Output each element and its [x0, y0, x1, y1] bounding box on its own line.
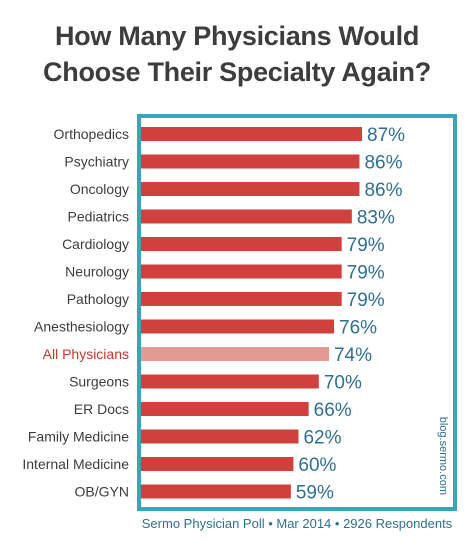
bar-cardiology [141, 237, 342, 251]
value-label-internal-medicine: 60% [298, 455, 336, 476]
bar-anesthesiology [141, 319, 335, 334]
chart-frame [137, 114, 457, 511]
value-label-pediatrics: 83% [357, 208, 395, 229]
value-label-anesthesiology: 76% [339, 318, 377, 339]
category-label-cardiology: Cardiology [62, 236, 129, 252]
value-label-er-docs: 66% [314, 400, 352, 421]
bar-all-physicians [141, 347, 329, 361]
bar-internal-medicine [141, 457, 294, 471]
value-label-neurology: 79% [347, 263, 385, 284]
category-label-orthopedics: Orthopedics [54, 126, 129, 142]
value-label-ob-gyn: 59% [296, 483, 334, 504]
category-label-neurology: Neurology [65, 264, 129, 280]
chart-title: How Many Physicians Would Choose Their S… [0, 18, 474, 90]
value-labels: 87% 86% 86% 83% 79% 79% 79% 76% 74% 70% 66% 62% 60% 5… [296, 125, 405, 504]
source-note: Sermo Physician Poll • Mar 2014 • 2926 R… [141, 516, 453, 531]
category-label-all-physicians: All Physicians [43, 346, 129, 362]
title-line-2: Choose Their Specialty Again? [43, 57, 431, 87]
bar-oncology [141, 182, 360, 196]
category-label-oncology: Oncology [70, 181, 129, 197]
category-labels: Orthopedics Psychiatry Oncology Pediatrics C… [22, 126, 129, 500]
bar-psychiatry [141, 154, 360, 169]
bar-pediatrics [141, 209, 352, 224]
bar-ob-gyn [141, 484, 291, 499]
bar-neurology [141, 264, 342, 279]
bar-surgeons [141, 374, 319, 389]
value-label-family-medicine: 62% [303, 428, 341, 449]
value-label-oncology: 86% [364, 180, 402, 201]
category-label-family-medicine: Family Medicine [28, 429, 129, 445]
category-label-surgeons: Surgeons [69, 374, 129, 390]
bar-er-docs [141, 402, 309, 416]
bar-pathology [141, 292, 342, 306]
category-label-internal-medicine: Internal Medicine [22, 456, 129, 472]
value-label-all-physicians: 74% [334, 345, 372, 366]
category-label-pathology: Pathology [67, 291, 129, 307]
value-label-psychiatry: 86% [364, 153, 402, 174]
value-label-surgeons: 70% [324, 373, 362, 394]
category-label-pediatrics: Pediatrics [68, 209, 129, 225]
category-label-psychiatry: Psychiatry [64, 154, 129, 170]
category-label-er-docs: ER Docs [74, 401, 129, 417]
value-label-pathology: 79% [347, 290, 385, 311]
bars [141, 127, 362, 499]
title-line-1: How Many Physicians Would [54, 21, 420, 51]
bar-family-medicine [141, 429, 299, 444]
category-label-anesthesiology: Anesthesiology [34, 319, 129, 335]
watermark-text: blog.sermo.com [437, 417, 449, 495]
value-label-orthopedics: 87% [367, 125, 405, 146]
category-label-ob-gyn: OB/GYN [75, 484, 129, 500]
value-label-cardiology: 79% [347, 235, 385, 256]
bar-orthopedics [141, 127, 362, 141]
